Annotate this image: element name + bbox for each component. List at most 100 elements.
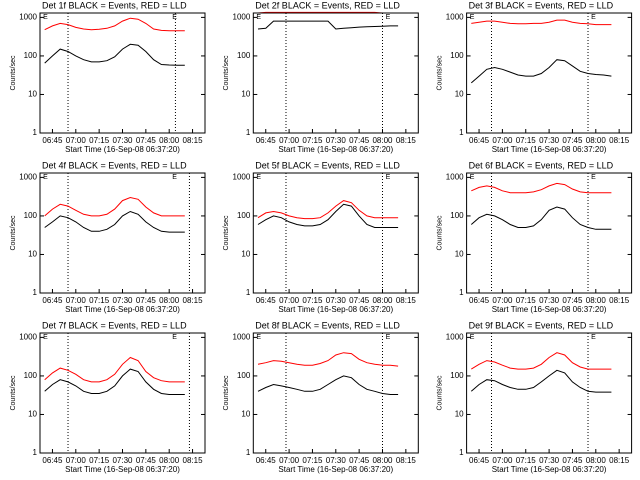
series-line (44, 356, 185, 383)
x-tick-label: 08:00 (586, 456, 607, 465)
y-tick-label: 1 (33, 288, 38, 297)
y-tick-label: 1000 (233, 333, 251, 342)
x-tick-label: 07:30 (326, 296, 347, 305)
y-tick-label: 1000 (233, 173, 251, 182)
x-tick-label: 08:15 (183, 296, 204, 305)
plot-frame (252, 172, 419, 294)
x-tick-label: 07:00 (492, 296, 513, 305)
y-tick-label: 1000 (446, 13, 464, 22)
x-tick-label: 07:15 (302, 136, 323, 145)
x-tick-label: 08:00 (372, 136, 393, 145)
x-tick-label: 08:15 (609, 296, 630, 305)
annotation: E (256, 14, 261, 21)
y-tick-label: 100 (237, 211, 251, 220)
y-tick-label: 1 (33, 128, 38, 137)
y-tick-label: 1 (33, 448, 38, 457)
series-line (257, 200, 399, 220)
y-tick-label: 1000 (446, 173, 464, 182)
x-tick-label: 07:30 (326, 456, 347, 465)
plot-frame (466, 12, 633, 134)
x-tick-label: 08:15 (396, 456, 417, 465)
plot-frame (252, 332, 419, 454)
y-tick-label: 1000 (233, 13, 251, 22)
x-tick-label: 07:00 (66, 456, 87, 465)
x-tick-label: 06:45 (469, 456, 490, 465)
annotation: E (591, 334, 596, 341)
panel: Det 7f BLACK = Events, RED = LLD Start Ti… (10, 320, 206, 474)
x-tick-label: 07:15 (302, 296, 323, 305)
annotation: E (172, 174, 177, 181)
x-tick-label: 07:45 (349, 136, 370, 145)
x-tick-label: 06:45 (42, 296, 63, 305)
y-tick-label: 100 (24, 51, 38, 60)
x-tick-label: 07:30 (112, 296, 133, 305)
chart-title: Det 8f BLACK = Events, RED = LLD (255, 320, 400, 330)
x-tick-label: 08:15 (396, 136, 417, 145)
plot-frame (466, 332, 633, 454)
annotation: E (256, 174, 261, 181)
x-tick-label: 07:00 (66, 136, 87, 145)
x-tick-label: 07:00 (279, 136, 300, 145)
y-tick-label: 10 (241, 90, 250, 99)
y-tick-label: 100 (450, 51, 464, 60)
x-tick-label: 06:45 (256, 136, 277, 145)
x-tick-label: 07:15 (516, 136, 537, 145)
x-tick-label: 08:00 (372, 296, 393, 305)
y-axis-label: Counts/sec (223, 375, 230, 411)
y-tick-label: 100 (237, 371, 251, 380)
x-tick-label: 08:15 (396, 296, 417, 305)
x-axis-label: Start Time (16-Sep-08 06:37:20) (492, 305, 607, 314)
x-tick-label: 06:45 (42, 136, 63, 145)
chart-title: Det 2f BLACK = Events, RED = LLD (255, 0, 400, 10)
y-tick-label: 1 (459, 128, 464, 137)
series-line (470, 369, 612, 393)
panel: Det 1f BLACK = Events, RED = LLD Start Ti… (10, 0, 206, 154)
annotation: E (591, 14, 596, 21)
x-tick-label: 07:00 (279, 456, 300, 465)
y-tick-label: 1 (246, 448, 251, 457)
x-tick-label: 08:00 (586, 136, 607, 145)
x-tick-label: 07:45 (136, 296, 157, 305)
plot-frame (252, 12, 419, 134)
y-tick-label: 100 (450, 371, 464, 380)
x-tick-label: 08:15 (183, 136, 204, 145)
chart-title: Det 9f BLACK = Events, RED = LLD (469, 320, 614, 330)
series-line (471, 19, 612, 26)
annotation: E (386, 334, 391, 341)
chart-title: Det 5f BLACK = Events, RED = LLD (255, 160, 400, 170)
x-tick-label: 08:15 (183, 456, 204, 465)
y-tick-label: 100 (450, 211, 464, 220)
annotation: E (470, 174, 475, 181)
annotation: E (470, 14, 475, 21)
annotation: E (43, 14, 48, 21)
y-tick-label: 1 (246, 128, 251, 137)
x-tick-label: 07:30 (539, 136, 560, 145)
y-tick-label: 10 (241, 250, 250, 259)
x-axis-label: Start Time (16-Sep-08 06:37:20) (278, 465, 393, 474)
x-tick-label: 07:45 (562, 136, 583, 145)
y-tick-label: 10 (455, 90, 464, 99)
series-line (471, 352, 612, 370)
plot-frame (39, 332, 206, 454)
series-line (470, 206, 612, 230)
annotation: E (172, 14, 177, 21)
x-tick-label: 07:30 (539, 296, 560, 305)
x-tick-label: 07:45 (562, 296, 583, 305)
x-tick-label: 07:00 (66, 296, 87, 305)
annotation: E (470, 334, 475, 341)
x-tick-label: 07:45 (562, 456, 583, 465)
y-tick-label: 1 (246, 288, 251, 297)
plot-frame (466, 172, 633, 294)
annotation: E (43, 334, 48, 341)
panel: Det 6f BLACK = Events, RED = LLD Start Ti… (436, 160, 633, 314)
x-tick-label: 07:45 (136, 456, 157, 465)
annotation: E (386, 174, 391, 181)
series-line (44, 43, 185, 66)
x-tick-label: 08:00 (372, 456, 393, 465)
x-tick-label: 08:00 (159, 456, 180, 465)
x-tick-label: 08:15 (609, 136, 630, 145)
y-tick-label: 1000 (19, 173, 37, 182)
y-axis-label: Counts/sec (10, 215, 17, 251)
x-axis-label: Start Time (16-Sep-08 06:37:20) (278, 305, 393, 314)
x-tick-label: 07:30 (326, 136, 347, 145)
